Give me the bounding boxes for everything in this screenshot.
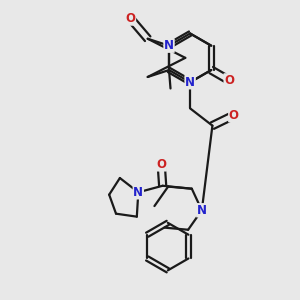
Text: N: N xyxy=(133,186,143,199)
Text: N: N xyxy=(164,39,174,52)
Text: O: O xyxy=(229,109,239,122)
Text: O: O xyxy=(125,12,136,25)
Text: N: N xyxy=(185,76,195,89)
Text: O: O xyxy=(156,158,166,171)
Text: O: O xyxy=(224,74,234,87)
Text: N: N xyxy=(197,204,207,217)
